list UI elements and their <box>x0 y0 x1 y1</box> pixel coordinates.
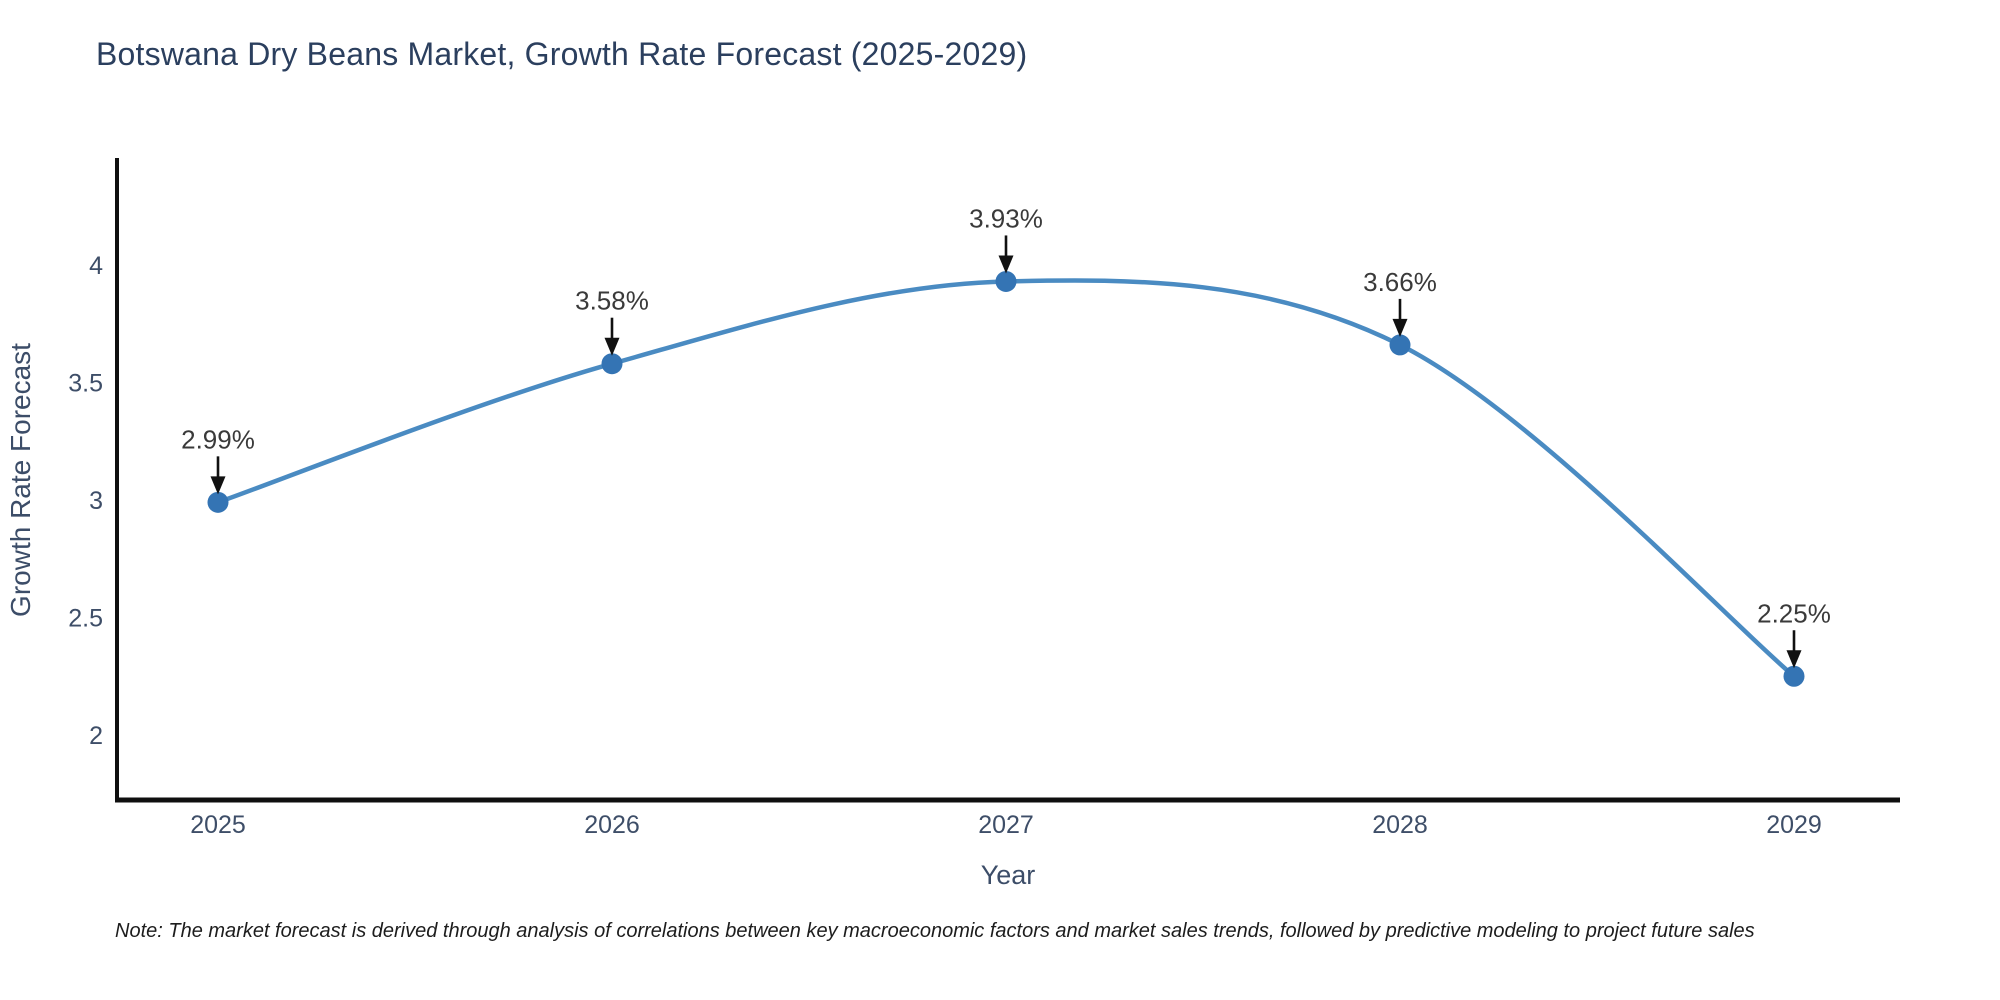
x-axis-title: Year <box>981 860 1036 890</box>
y-tick-label-2: 2 <box>89 722 103 750</box>
growth-rate-line <box>217 278 1796 678</box>
point-value-label-2025: 2.99% <box>181 424 255 454</box>
annotation-arrowhead-icon <box>998 255 1014 274</box>
point-value-label-2026: 3.58% <box>575 286 649 316</box>
x-tick-label-2027: 2027 <box>978 811 1034 839</box>
y-axis-tick-labels-layer: 2 2.5 3 3.5 4 <box>68 252 103 750</box>
data-point-marker-2027 <box>995 270 1017 292</box>
x-axis-tick-labels-layer: 2025 2026 2027 2028 2029 <box>190 811 1822 839</box>
data-point-marker-2026 <box>601 353 623 375</box>
y-axis-title: Growth Rate Forecast <box>5 343 36 617</box>
data-point-markers-layer <box>207 270 1805 687</box>
annotation-arrowhead-icon <box>1392 318 1408 337</box>
chart-title: Botswana Dry Beans Market, Growth Rate F… <box>96 36 1028 72</box>
annotation-arrowhead-icon <box>210 476 226 495</box>
x-tick-label-2026: 2026 <box>584 811 640 839</box>
data-point-marker-2025 <box>207 491 229 513</box>
annotation-arrowhead-icon <box>1786 650 1802 669</box>
footnote: Note: The market forecast is derived thr… <box>115 920 1755 942</box>
y-tick-label-4: 4 <box>89 252 103 280</box>
y-tick-label-3: 3 <box>89 487 103 515</box>
point-value-label-2029: 2.25% <box>1757 598 1831 628</box>
point-value-label-2027: 3.93% <box>969 203 1043 233</box>
data-point-marker-2028 <box>1389 334 1411 356</box>
y-tick-label-2.5: 2.5 <box>68 605 103 633</box>
point-value-label-2028: 3.66% <box>1363 267 1437 297</box>
line-series-layer <box>217 278 1796 678</box>
point-annotations-layer: 2.99% 3.58% 3.93% 3.66% 2.25% <box>181 203 1831 669</box>
annotation-arrowhead-icon <box>604 337 620 356</box>
y-tick-label-3.5: 3.5 <box>68 370 103 398</box>
data-point-marker-2029 <box>1783 665 1805 687</box>
x-tick-label-2025: 2025 <box>190 811 246 839</box>
x-tick-label-2029: 2029 <box>1766 811 1822 839</box>
x-tick-label-2028: 2028 <box>1372 811 1428 839</box>
